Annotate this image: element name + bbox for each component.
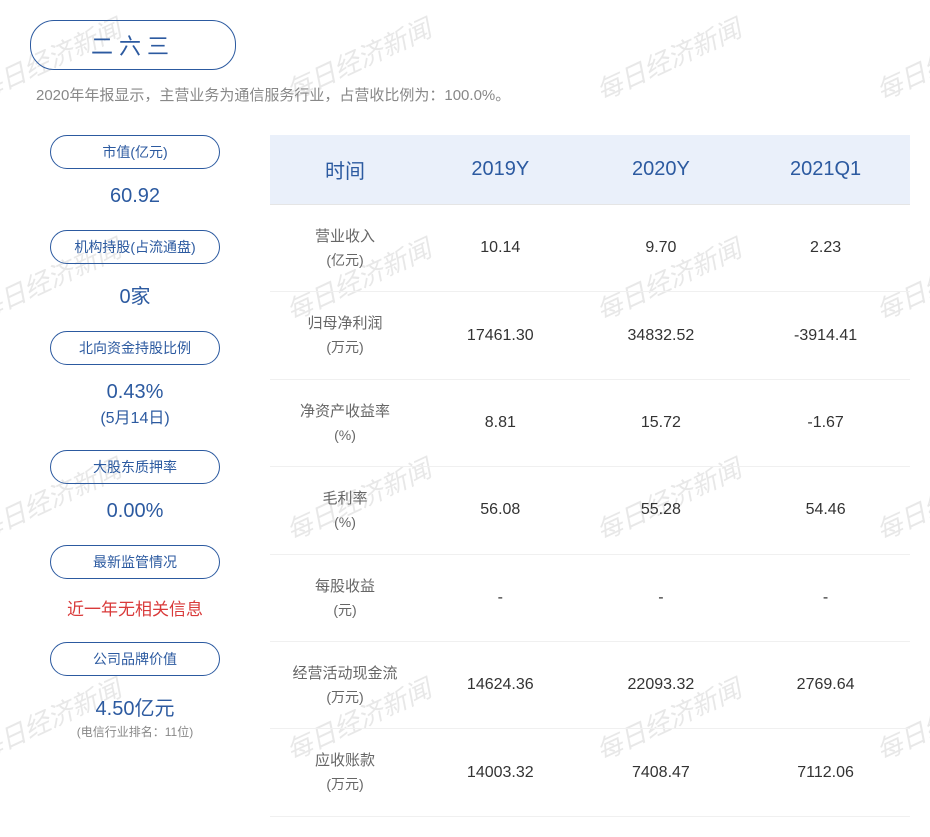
row-label-cell: 每股收益 (元): [270, 554, 420, 641]
table-cell: 17461.30: [420, 292, 581, 379]
table-cell: -: [581, 554, 742, 641]
stat-value: 0家: [30, 280, 240, 309]
row-label-unit: (%): [280, 511, 410, 533]
stat-label-pill: 机构持股(占流通盘): [50, 230, 220, 264]
stat-item: 机构持股(占流通盘) 0家: [30, 230, 240, 309]
table-cell: 56.08: [420, 467, 581, 554]
table-header-cell: 2020Y: [581, 135, 742, 205]
table-row: 应收账款 (万元) 14003.327408.477112.06: [270, 729, 910, 816]
subtitle-text: 2020年年报显示，主营业务为通信服务行业，占营收比例为：100.0%。: [36, 84, 910, 105]
infographic-root: 二六三 2020年年报显示，主营业务为通信服务行业，占营收比例为：100.0%。…: [0, 0, 930, 837]
stat-label-pill: 最新监管情况: [50, 545, 220, 579]
stat-value: 0.43%(5月14日): [30, 381, 240, 428]
row-label-cell: 归母净利润 (万元): [270, 292, 420, 379]
stat-value: 0.00%: [30, 500, 240, 523]
company-name: 二六三: [91, 34, 175, 59]
table-cell: 2769.64: [741, 641, 910, 728]
stat-sub: (5月14日): [30, 404, 240, 428]
table-cell: 15.72: [581, 379, 742, 466]
stat-value: 近一年无相关信息: [30, 595, 240, 620]
table-header-cell: 2019Y: [420, 135, 581, 205]
table-cell: 34832.52: [581, 292, 742, 379]
table-row: 净资产收益率 (%) 8.8115.72-1.67: [270, 379, 910, 466]
row-label-unit: (万元): [280, 686, 410, 708]
table-cell: 10.14: [420, 205, 581, 292]
row-label-name: 净资产收益率: [300, 403, 390, 420]
stat-item: 大股东质押率 0.00%: [30, 450, 240, 523]
table-cell: 7112.06: [741, 729, 910, 816]
table-cell: 14624.36: [420, 641, 581, 728]
table-cell: -3914.41: [741, 292, 910, 379]
table-cell: 9.70: [581, 205, 742, 292]
table-cell: 55.28: [581, 467, 742, 554]
row-label-unit: (元): [280, 599, 410, 621]
row-label-name: 营业收入: [315, 228, 375, 245]
row-label-name: 毛利率: [322, 490, 367, 507]
table-cell: 22093.32: [581, 641, 742, 728]
row-label-name: 经营活动现金流: [292, 665, 397, 682]
row-label-cell: 应收账款 (万元): [270, 729, 420, 816]
stat-small: (电信行业排名：11位): [30, 723, 240, 740]
table-row: 每股收益(元)---: [270, 554, 910, 641]
stat-item: 最新监管情况近一年无相关信息: [30, 545, 240, 620]
row-label-cell: 净资产收益率 (%): [270, 379, 420, 466]
financials-table-wrap: 时间2019Y2020Y2021Q1营业收入(亿元)10.149.702.23归…: [270, 135, 910, 817]
row-label-unit: (万元): [280, 336, 410, 358]
table-header-cell: 时间: [270, 135, 420, 205]
row-label-cell: 经营活动现金流 (万元): [270, 641, 420, 728]
company-name-pill: 二六三: [30, 20, 236, 70]
table-row: 营业收入 (亿元) 10.149.702.23: [270, 205, 910, 292]
row-label-unit: (亿元): [280, 249, 410, 271]
row-label-cell: 毛利率 (%): [270, 467, 420, 554]
table-row: 归母净利润 (万元) 17461.3034832.52-3914.41: [270, 292, 910, 379]
stat-label-pill: 市值(亿元): [50, 135, 220, 169]
stat-item: 公司品牌价值 4.50亿元(电信行业排名：11位): [30, 642, 240, 740]
stat-item: 北向资金持股比例 0.43%(5月14日): [30, 331, 240, 428]
table-cell: -: [741, 554, 910, 641]
table-cell: 2.23: [741, 205, 910, 292]
stat-label-pill: 公司品牌价值: [50, 642, 220, 676]
table-cell: 8.81: [420, 379, 581, 466]
stat-item: 市值(亿元) 60.92: [30, 135, 240, 208]
row-label-unit: (万元): [280, 773, 410, 795]
main-layout: 市值(亿元) 60.92 机构持股(占流通盘) 0家北向资金持股比例 0.43%(5月1…: [30, 135, 910, 817]
stat-value: 4.50亿元(电信行业排名：11位): [30, 692, 240, 740]
stat-value: 60.92: [30, 185, 240, 208]
row-label-cell: 营业收入 (亿元): [270, 205, 420, 292]
stat-label-pill: 北向资金持股比例: [50, 331, 220, 365]
table-row: 毛利率 (%) 56.0855.2854.46: [270, 467, 910, 554]
table-cell: 14003.32: [420, 729, 581, 816]
row-label-name: 每股收益: [315, 578, 375, 595]
table-cell: 7408.47: [581, 729, 742, 816]
row-label-name: 应收账款: [315, 752, 375, 769]
table-row: 经营活动现金流 (万元) 14624.3622093.322769.64: [270, 641, 910, 728]
left-stats-column: 市值(亿元) 60.92 机构持股(占流通盘) 0家北向资金持股比例 0.43%(5月1…: [30, 135, 240, 817]
stat-label-pill: 大股东质押率: [50, 450, 220, 484]
row-label-name: 归母净利润: [307, 315, 382, 332]
table-cell: 54.46: [741, 467, 910, 554]
table-header-cell: 2021Q1: [741, 135, 910, 205]
table-cell: -: [420, 554, 581, 641]
financials-table: 时间2019Y2020Y2021Q1营业收入(亿元)10.149.702.23归…: [270, 135, 910, 817]
row-label-unit: (%): [280, 424, 410, 446]
table-cell: -1.67: [741, 379, 910, 466]
